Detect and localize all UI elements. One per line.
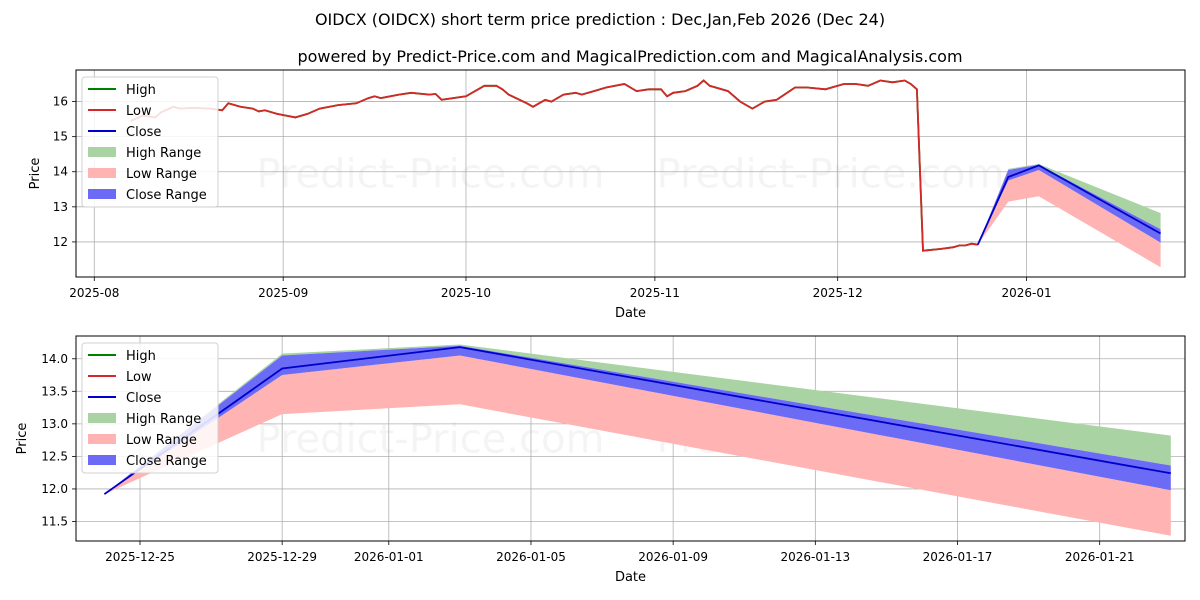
legend-swatch-patch [88,189,116,199]
plot-area [130,79,1162,268]
legend-entry: Close [126,125,161,140]
high-range-band [104,344,1171,495]
x-tick-label: 2026-01-21 [1065,550,1135,564]
y-tick-label: 12.0 [41,482,68,496]
legend-entry: Low [126,104,152,119]
close-forecast-line [976,164,1162,246]
x-tick-label: 2026-01 [1002,286,1052,300]
x-tick-label: 2026-01-09 [638,550,708,564]
legend: High Low Close High Range Low Range Close Ran… [81,76,219,208]
legend-entry: Close [126,391,161,406]
x-tick-label: 2025-11 [630,286,680,300]
legend-entry: High [126,349,156,364]
watermark-right: Predict-Price.com [657,152,1005,198]
chart-subtitle: powered by Predict-Price.com and Magical… [297,47,962,66]
chart-title: OIDCX (OIDCX) short term price predictio… [315,10,885,29]
low-history-line [130,79,978,252]
x-tick-label: 2025-12-25 [105,550,175,564]
x-tick-label: 2025-10 [441,286,491,300]
y-axis-label: Price [28,158,43,190]
high-range-band [977,164,1161,245]
x-tick-label: 2025-08 [69,286,119,300]
y-tick-label: 13.0 [41,417,68,431]
legend-entry: Close Range [126,454,207,469]
y-tick-label: 14 [53,165,68,179]
x-tick-label: 2026-01-01 [354,550,424,564]
legend-entry: Low Range [126,433,197,448]
y-tick-label: 15 [53,130,68,144]
y-axis-label: Price [15,423,30,455]
legend-entry: High Range [126,146,201,161]
x-tick-label: 2026-01-17 [923,550,993,564]
legend-entry: Low Range [126,167,197,182]
legend-entry: Close Range [126,188,207,203]
top-panel: Predict-Price.com Predict-Price.com 2025-0… [28,69,1186,321]
legend-swatch-patch [88,434,116,444]
x-tick-label: 2025-12 [813,286,863,300]
watermark-left: Predict-Price.com [257,152,605,198]
legend-swatch-patch [88,168,116,178]
legend: High Low Close High Range Low Range Close Ran… [81,342,219,474]
y-tick-label: 16 [53,95,68,109]
axes-frame [75,69,1186,278]
y-tick-label: 11.5 [41,514,68,528]
y-tick-label: 13.5 [41,384,68,398]
y-tick-label: 12.5 [41,449,68,463]
y-tick-label: 13 [53,200,68,214]
x-tick-label: 2025-12-29 [247,550,317,564]
y-tick-label: 12 [53,235,68,249]
legend-swatch-patch [88,413,116,423]
x-tick-label: 2026-01-05 [496,550,566,564]
legend-entry: High [126,83,156,98]
bottom-panel: Predict-Price.comPredict-Price.com2025-1… [15,335,1186,585]
legend-entry: Low [126,370,152,385]
low-range-band [104,355,1171,536]
x-axis-label: Date [615,570,646,585]
legend-entry: High Range [126,412,201,427]
low-range-band [977,170,1161,268]
x-tick-label: 2025-09 [258,286,308,300]
legend-swatch-patch [88,455,116,465]
y-tick-label: 14.0 [41,352,68,366]
x-axis-label: Date [615,306,646,321]
watermark-left: Predict-Price.com [257,417,605,463]
axes-frame [75,335,1186,542]
x-tick-label: 2026-01-13 [780,550,850,564]
legend-swatch-patch [88,147,116,157]
